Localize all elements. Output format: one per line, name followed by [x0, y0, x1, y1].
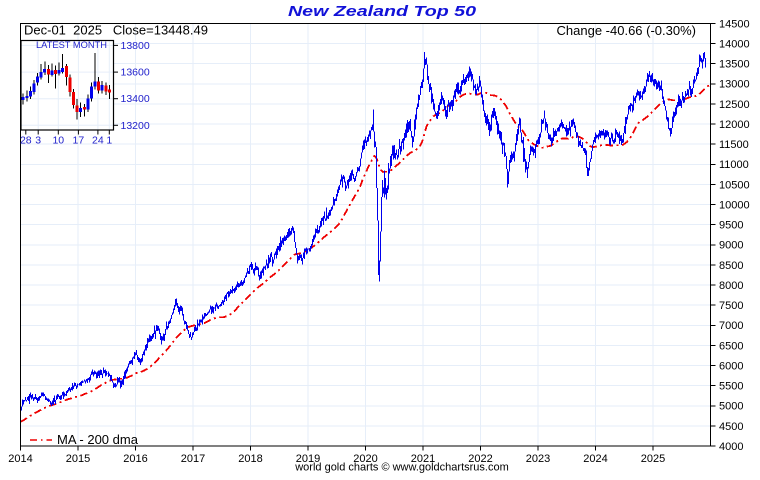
svg-text:10: 10 [52, 135, 64, 147]
svg-text:17: 17 [73, 135, 85, 147]
svg-text:2024: 2024 [583, 453, 607, 465]
svg-text:MA - 200 dma: MA - 200 dma [57, 432, 139, 447]
svg-text:2014: 2014 [8, 453, 32, 465]
svg-text:5500: 5500 [719, 381, 743, 393]
svg-text:12000: 12000 [719, 119, 750, 131]
svg-text:8000: 8000 [719, 280, 743, 292]
svg-text:12500: 12500 [719, 99, 750, 111]
svg-text:13800: 13800 [121, 40, 150, 52]
svg-text:11500: 11500 [719, 139, 749, 151]
svg-text:LATEST MONTH: LATEST MONTH [36, 40, 107, 50]
svg-text:4500: 4500 [719, 421, 743, 433]
svg-text:10500: 10500 [719, 179, 750, 191]
svg-text:14000: 14000 [719, 38, 750, 50]
svg-text:13200: 13200 [121, 120, 150, 132]
svg-text:4000: 4000 [719, 441, 743, 453]
svg-text:28: 28 [20, 135, 32, 147]
svg-text:3: 3 [35, 135, 41, 147]
svg-text:9500: 9500 [719, 220, 743, 232]
svg-text:5000: 5000 [719, 401, 743, 413]
svg-text:13400: 13400 [121, 93, 150, 105]
svg-text:10000: 10000 [719, 199, 750, 211]
svg-text:6500: 6500 [719, 340, 743, 352]
svg-text:14500: 14500 [719, 18, 750, 30]
svg-text:13600: 13600 [121, 67, 150, 79]
svg-text:2021: 2021 [411, 453, 435, 465]
svg-text:2022: 2022 [468, 453, 492, 465]
svg-text:2015: 2015 [66, 453, 90, 465]
svg-text:New Zealand Top 50: New Zealand Top 50 [288, 4, 476, 20]
svg-text:7000: 7000 [719, 320, 743, 332]
svg-text:24: 24 [92, 135, 104, 147]
svg-text:2017: 2017 [181, 453, 205, 465]
svg-text:2019: 2019 [296, 453, 320, 465]
svg-text:world gold charts © www.goldch: world gold charts © www.goldchartsrus.co… [294, 462, 509, 474]
svg-text:13500: 13500 [719, 59, 750, 71]
svg-text:11000: 11000 [719, 159, 749, 171]
svg-text:Change -40.66 (-0.30%): Change -40.66 (-0.30%) [557, 23, 696, 38]
svg-text:2025: 2025 [641, 453, 665, 465]
svg-text:2020: 2020 [353, 453, 377, 465]
svg-text:6000: 6000 [719, 360, 743, 372]
svg-text:13000: 13000 [719, 79, 750, 91]
svg-text:2023: 2023 [526, 453, 550, 465]
svg-text:2016: 2016 [123, 453, 147, 465]
svg-text:Dec-01 2025 Close=13448.49: Dec-01 2025 Close=13448.49 [24, 23, 208, 38]
svg-text:9000: 9000 [719, 240, 743, 252]
svg-text:7500: 7500 [719, 300, 743, 312]
svg-text:1: 1 [106, 135, 112, 147]
svg-text:2018: 2018 [238, 453, 262, 465]
svg-text:8500: 8500 [719, 260, 743, 272]
